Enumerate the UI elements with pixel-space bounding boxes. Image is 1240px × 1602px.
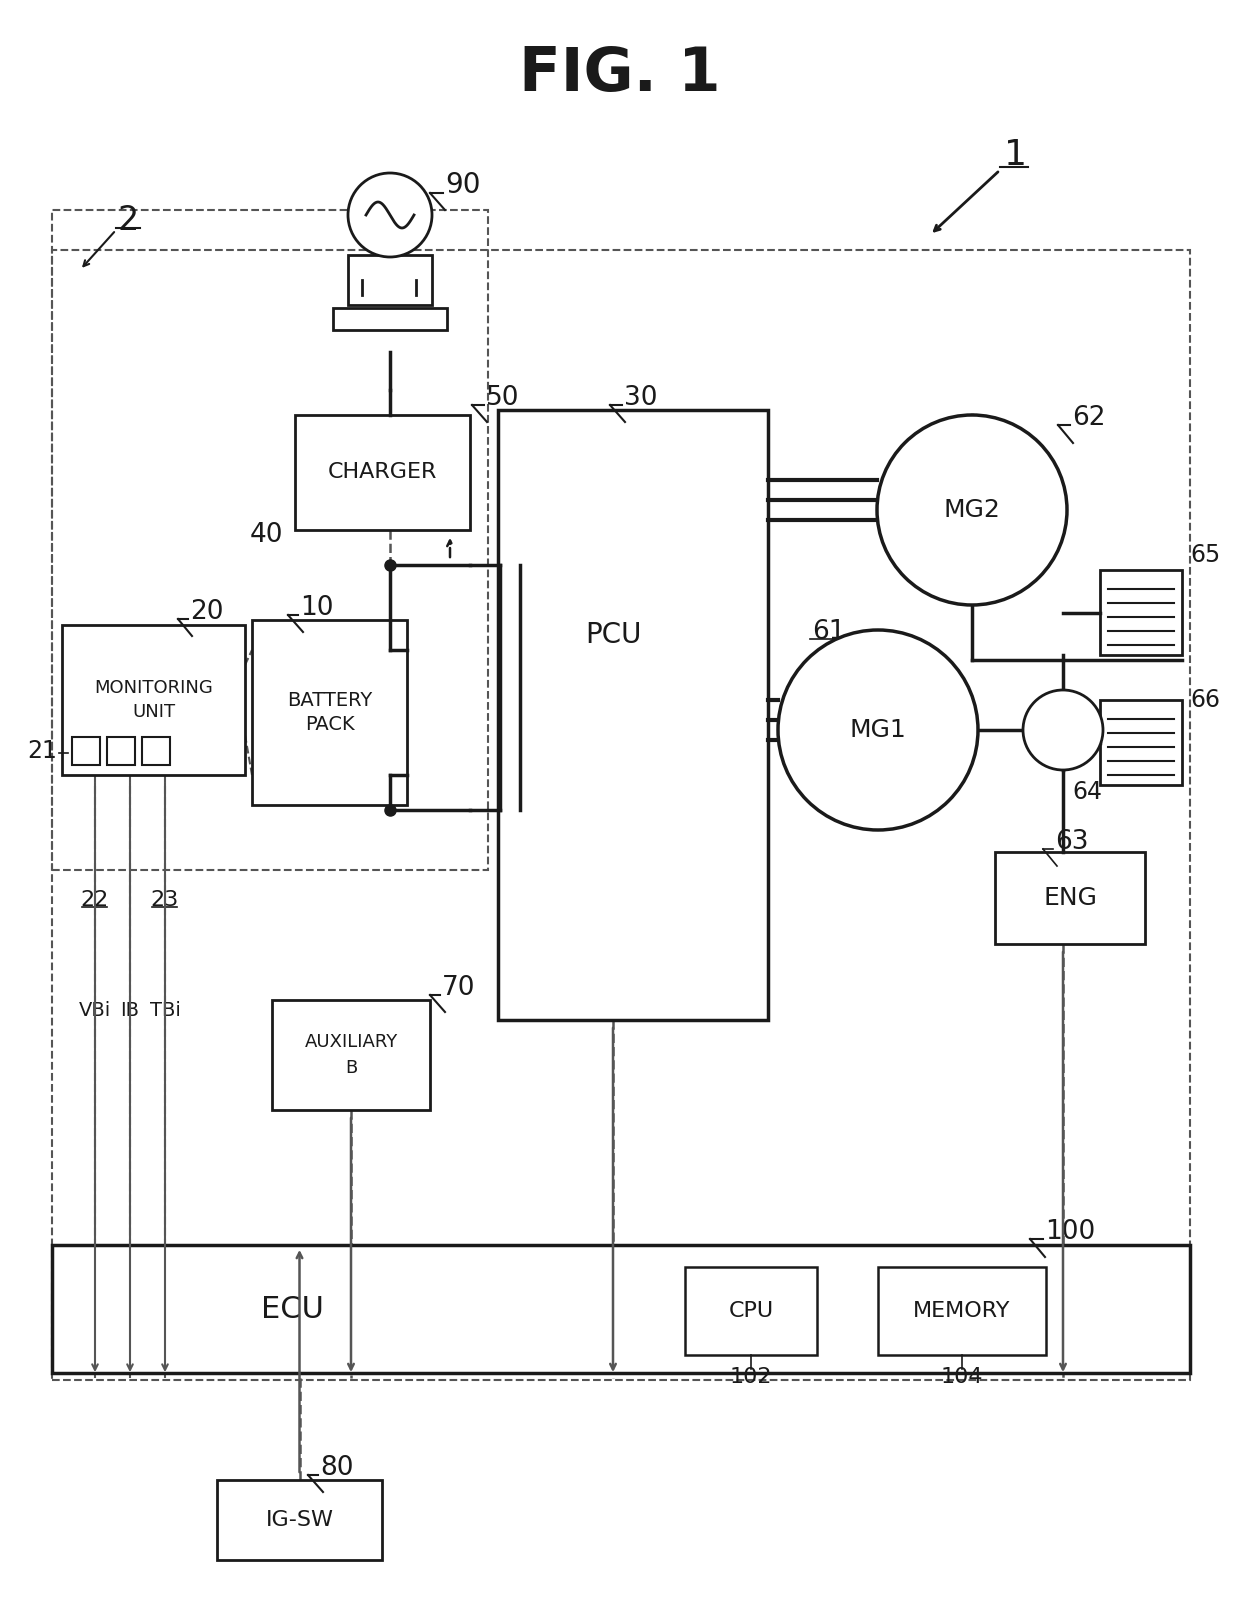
Text: B: B	[345, 1059, 357, 1077]
Bar	[994, 852, 1145, 944]
Text: MONITORING: MONITORING	[94, 679, 213, 697]
Text: UNIT: UNIT	[131, 703, 175, 721]
Text: PCU: PCU	[585, 622, 641, 649]
Circle shape	[1023, 690, 1104, 771]
Text: TBi: TBi	[150, 1001, 181, 1019]
Text: 80: 80	[320, 1455, 353, 1480]
Text: CHARGER: CHARGER	[327, 463, 438, 482]
Text: AUXILIARY: AUXILIARY	[304, 1033, 398, 1051]
Bar	[1100, 700, 1182, 785]
Text: PACK: PACK	[305, 714, 355, 734]
Text: MG2: MG2	[944, 498, 1001, 522]
Text: 1: 1	[1003, 138, 1027, 171]
Bar	[348, 255, 432, 304]
Text: 21: 21	[27, 739, 57, 763]
Text: IB: IB	[120, 1001, 139, 1019]
Bar	[72, 737, 100, 766]
Circle shape	[348, 173, 432, 256]
Bar	[1100, 570, 1182, 655]
Text: IG-SW: IG-SW	[265, 1511, 334, 1530]
Text: 100: 100	[1045, 1219, 1095, 1245]
Bar	[217, 1480, 382, 1560]
Text: 20: 20	[190, 599, 223, 625]
Text: BATTERY: BATTERY	[286, 690, 372, 710]
Text: 40: 40	[249, 522, 283, 548]
Text: 2: 2	[118, 203, 139, 237]
Bar	[107, 737, 135, 766]
Text: CPU: CPU	[728, 1301, 774, 1322]
Text: 62: 62	[1073, 405, 1106, 431]
Bar	[878, 1267, 1047, 1355]
Bar	[498, 410, 768, 1020]
Text: 64: 64	[1073, 780, 1102, 804]
Bar	[252, 620, 407, 804]
Text: MG1: MG1	[849, 718, 906, 742]
Text: 23: 23	[151, 891, 179, 910]
Text: 63: 63	[1055, 828, 1089, 855]
Text: MEMORY: MEMORY	[913, 1301, 1011, 1322]
Circle shape	[877, 415, 1066, 606]
Bar	[295, 415, 470, 530]
Bar	[52, 1245, 1190, 1373]
Bar	[684, 1267, 817, 1355]
Text: ENG: ENG	[1043, 886, 1097, 910]
Bar	[52, 250, 1190, 1379]
Text: 104: 104	[941, 1367, 983, 1387]
Text: 30: 30	[624, 384, 657, 412]
Text: 50: 50	[486, 384, 520, 412]
Text: 66: 66	[1190, 687, 1220, 711]
Text: 22: 22	[81, 891, 109, 910]
Text: ECU: ECU	[260, 1294, 324, 1323]
Text: 70: 70	[441, 976, 475, 1001]
Text: 10: 10	[300, 594, 334, 622]
Bar	[334, 308, 446, 330]
Bar	[143, 737, 170, 766]
Text: FIG. 1: FIG. 1	[520, 45, 720, 104]
Text: 65: 65	[1190, 543, 1220, 567]
Bar	[52, 210, 489, 870]
Circle shape	[777, 630, 978, 830]
Text: 90: 90	[445, 171, 481, 199]
Text: 102: 102	[730, 1367, 773, 1387]
Text: VBi: VBi	[79, 1001, 112, 1019]
Bar	[62, 625, 246, 775]
Text: 61: 61	[812, 618, 846, 646]
Bar	[272, 1000, 430, 1110]
